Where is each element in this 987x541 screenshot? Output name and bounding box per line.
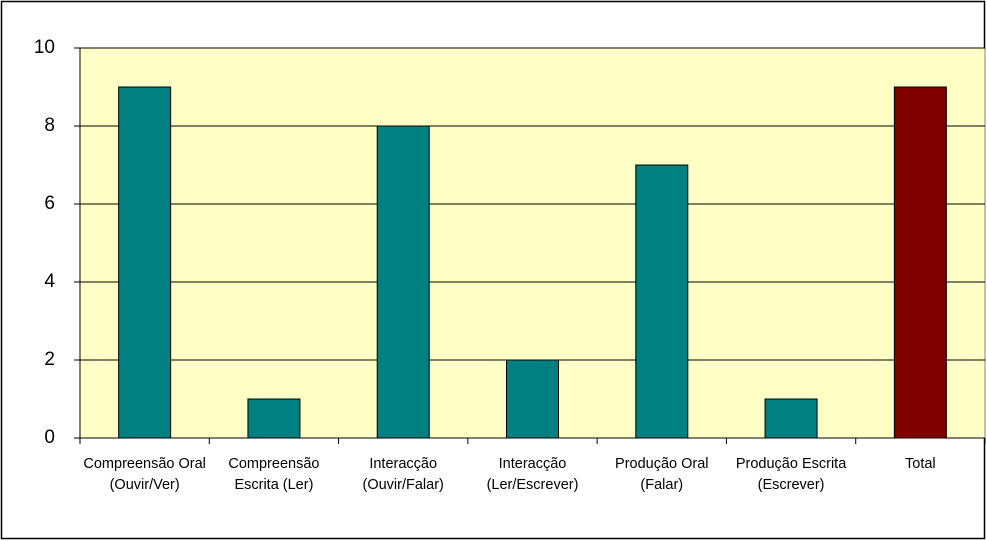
y-tick-label: 2 (44, 349, 55, 370)
bar (376, 125, 430, 439)
bar (247, 398, 301, 439)
bar (893, 86, 947, 439)
x-tick-label: Compreensão Escrita (Ler) (228, 456, 320, 493)
y-tick-label: 4 (44, 271, 55, 292)
y-tick-label: 6 (44, 193, 55, 214)
y-tick-label: 8 (44, 115, 55, 136)
bar (764, 398, 818, 439)
bar (506, 359, 559, 439)
x-tick-label: Interacção (Ler/Escrever) (486, 456, 579, 493)
x-tick-label: Produção Escrita (Escrever) (735, 456, 847, 493)
y-tick-label: 0 (44, 427, 55, 448)
x-tick-label: Interacção (Ouvir/Falar) (362, 456, 444, 493)
x-tick-label: Produção Oral (Falar) (615, 456, 709, 493)
y-tick-label: 10 (34, 37, 55, 58)
bar (635, 164, 689, 439)
x-tick-label: Total (905, 456, 936, 472)
x-tick-label: Compreensão Oral (Ouvir/Ver) (83, 456, 206, 493)
bar (118, 86, 172, 439)
